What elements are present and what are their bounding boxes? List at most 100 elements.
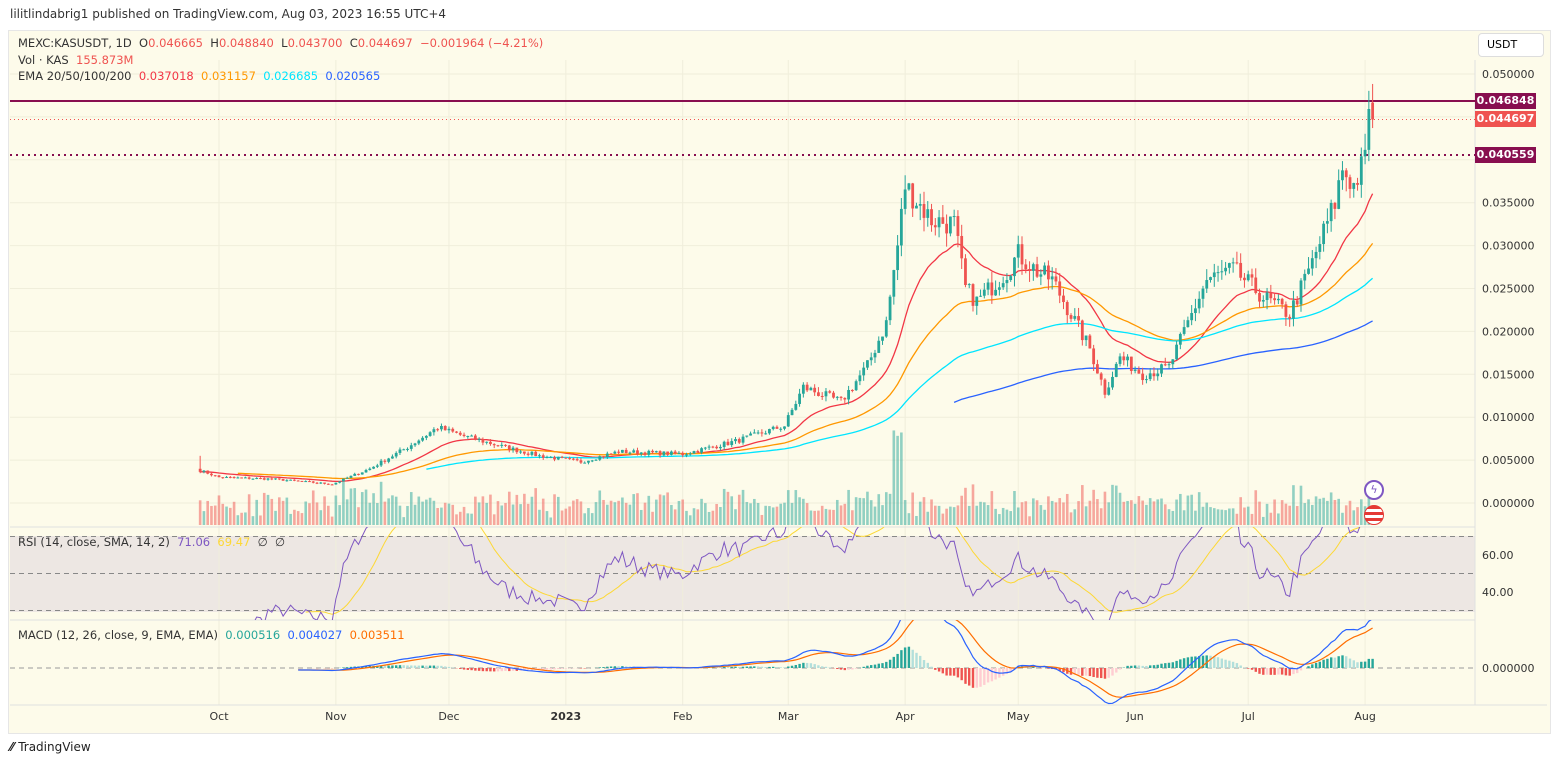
candle-body <box>745 435 749 437</box>
legend-rsi[interactable]: RSI (14, close, SMA, 14, 2) 71.06 69.47 … <box>18 535 285 549</box>
currency-selector[interactable]: USDT <box>1478 33 1544 57</box>
us-flag-icon[interactable] <box>1364 505 1384 525</box>
volume-bar <box>1156 499 1160 525</box>
candle <box>873 349 877 363</box>
macd-histogram-bar <box>956 668 960 678</box>
volume-bar <box>832 509 835 525</box>
candle-body <box>1156 373 1160 377</box>
candle <box>1314 246 1318 269</box>
macd-histogram-bar <box>915 652 918 668</box>
volume-bar <box>994 508 997 525</box>
volume-bar <box>1197 492 1201 525</box>
candle-body <box>394 452 398 457</box>
candle-body <box>869 357 873 361</box>
candle <box>590 459 594 463</box>
macd-histogram-bar <box>768 666 771 668</box>
volume-bar <box>1333 499 1337 525</box>
candle-body <box>643 452 647 455</box>
candle-body <box>835 396 839 398</box>
candle-body <box>1295 300 1299 305</box>
volume-bar <box>568 506 571 525</box>
candle <box>507 444 511 453</box>
volume-bar <box>704 503 707 525</box>
volume-bar <box>1239 497 1242 525</box>
symbol[interactable]: MEXC:KASUSDT, 1D <box>18 36 132 50</box>
candle-body <box>398 449 402 453</box>
candle-body <box>628 452 632 454</box>
candle-body <box>824 391 828 397</box>
volume-bar <box>1228 508 1231 525</box>
legend-macd[interactable]: MACD (12, 26, close, 9, EMA, EMA) 0.0005… <box>18 628 405 642</box>
candle <box>801 382 805 398</box>
legend-ema[interactable]: EMA 20/50/100/200 0.037018 0.031157 0.02… <box>18 69 380 83</box>
tradingview-logo[interactable]: ⁄⁄ TradingView <box>10 740 91 754</box>
candle-body <box>941 217 945 224</box>
volume-bar <box>1254 490 1258 525</box>
ema-label: EMA 20/50/100/200 <box>18 69 132 83</box>
candle <box>688 451 692 456</box>
macd-histogram-bar <box>726 667 730 668</box>
candle <box>1167 362 1171 369</box>
macd-histogram-bar <box>1088 668 1092 677</box>
candle <box>979 289 982 297</box>
candle <box>424 435 428 441</box>
candle-body <box>798 393 801 404</box>
candle <box>353 472 357 476</box>
candle <box>994 280 998 296</box>
volume-bar <box>647 495 651 525</box>
candle-body <box>357 473 360 475</box>
volume-bar <box>790 502 794 525</box>
macd-histogram-bar <box>417 665 420 668</box>
candle <box>990 271 994 304</box>
macd-histogram-bar <box>934 668 937 670</box>
candle <box>775 425 779 429</box>
legend-volume[interactable]: Vol · KAS 155.873M <box>18 53 133 67</box>
candle <box>1050 267 1054 290</box>
macd-histogram-bar <box>1254 668 1257 672</box>
candle <box>1084 335 1088 347</box>
candle-body <box>881 336 884 341</box>
candle <box>1322 220 1326 252</box>
candle <box>526 451 530 457</box>
candle <box>1197 291 1201 314</box>
candle <box>941 205 945 224</box>
candle <box>1348 174 1352 199</box>
macd-histogram-bar <box>440 665 443 668</box>
candle <box>240 477 244 479</box>
volume-bar <box>1133 503 1137 525</box>
volume-bar <box>1016 507 1020 525</box>
candle <box>847 385 850 405</box>
volume-bar <box>1273 499 1276 525</box>
candle-body <box>402 449 406 451</box>
macd-histogram-bar <box>609 666 613 668</box>
candle <box>1039 269 1043 286</box>
lightning-icon[interactable]: ϟ <box>1364 480 1384 500</box>
volume-bar <box>794 490 798 525</box>
candle <box>379 458 383 467</box>
candle-body <box>1220 271 1224 273</box>
time-tick-label: Nov <box>325 710 347 723</box>
macd-histogram-bar <box>975 668 978 688</box>
volume-bar <box>1122 501 1126 525</box>
volume-bar <box>926 511 930 525</box>
volume-bar <box>447 503 451 525</box>
volume-bar <box>979 501 982 525</box>
volume-bar <box>440 507 443 525</box>
volume-bar <box>323 496 326 525</box>
candle-body <box>790 409 794 416</box>
macd-histogram-bar <box>994 668 997 680</box>
macd-histogram-bar <box>444 666 447 668</box>
candle <box>677 451 681 455</box>
volume-bar <box>1009 511 1012 525</box>
candle <box>1359 147 1363 198</box>
volume-bar <box>737 494 741 525</box>
candle <box>828 389 832 394</box>
candle-body <box>1363 149 1367 157</box>
macd-histogram-bar <box>888 659 892 668</box>
candle <box>1231 257 1235 273</box>
candle-body <box>726 441 730 446</box>
macd-histogram-bar <box>1198 656 1201 668</box>
macd-histogram-bar <box>425 665 428 668</box>
volume-bar <box>255 499 258 525</box>
